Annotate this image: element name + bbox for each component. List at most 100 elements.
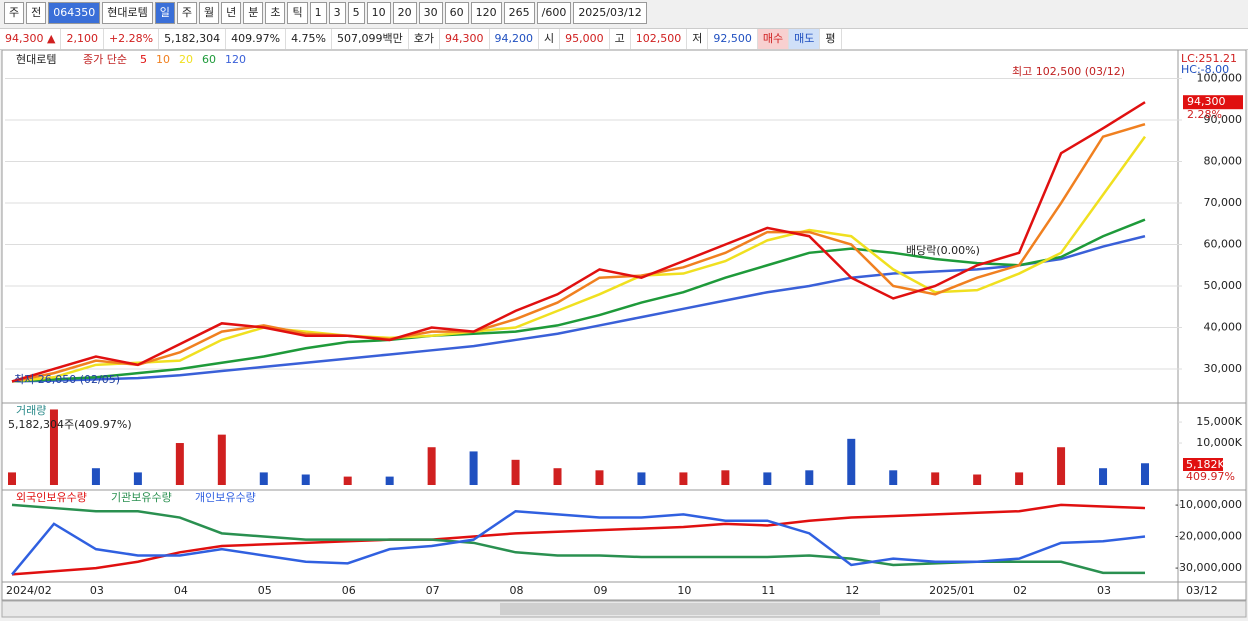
volume-bar [91, 468, 100, 485]
current-price: 94,300 [1187, 95, 1226, 108]
toolbar-button[interactable]: 현대로템 [102, 2, 153, 24]
toolbar-button[interactable]: 10 [366, 2, 391, 24]
volume-bar [385, 476, 394, 485]
toolbar-button[interactable]: 주 [4, 2, 25, 24]
volume-bar [553, 468, 562, 485]
toolbar-button[interactable]: 064350 [48, 2, 101, 24]
x-tick-label: 04 [174, 584, 188, 597]
info-field[interactable]: 92,500 [708, 29, 758, 49]
legend-item: 외국인보유수량 [16, 491, 87, 504]
volume-bar [805, 470, 814, 485]
volume-bar [1141, 463, 1149, 485]
volume-bar [175, 443, 184, 485]
toolbar-button[interactable]: 전 [26, 2, 47, 24]
y-tick-label: -30,000,000 [1175, 561, 1242, 574]
x-tick-label: 06 [342, 584, 356, 597]
volume-tag [1183, 458, 1223, 471]
series-line [11, 509, 1146, 576]
annotation: 최고 102,500 (03/12) [1012, 65, 1125, 78]
toolbar-button[interactable]: 265 [503, 2, 535, 24]
toolbar-button[interactable]: 초 [265, 2, 286, 24]
x-tick-label: 2024/02 [6, 584, 52, 597]
info-field[interactable]: 저 [687, 29, 709, 49]
toolbar-button[interactable]: 1 [309, 2, 327, 24]
legend-item: 10 [156, 53, 170, 66]
x-tick-label: 03 [1097, 584, 1111, 597]
legend-item: 20 [179, 53, 193, 66]
volume-bar [889, 470, 898, 485]
volume-current: 5,182K [1186, 458, 1225, 471]
info-field[interactable]: 95,000 [560, 29, 610, 49]
toolbar-button[interactable]: 20 [392, 2, 417, 24]
volume-bar [49, 409, 58, 485]
info-field[interactable]: 409.97% [226, 29, 287, 49]
info-field[interactable]: 94,300 ▲ [0, 29, 62, 49]
info-field[interactable]: 5,182,304 [159, 29, 227, 49]
change-rate: 2.28% [1187, 108, 1222, 121]
y-tick-label: -10,000,000 [1175, 498, 1242, 511]
volume-bar [1099, 468, 1108, 485]
toolbar-button[interactable]: 주 [176, 2, 197, 24]
y-tick-label: 100,000 [1197, 72, 1243, 85]
toolbar-button[interactable]: 5 [347, 2, 365, 24]
volume-bar [1057, 447, 1066, 485]
toolbar-button[interactable]: 월 [198, 2, 220, 24]
toolbar-button[interactable]: 60 [444, 2, 469, 24]
volume-bar [511, 459, 520, 485]
info-field[interactable]: 호가 [409, 29, 440, 49]
volume-bar [427, 447, 436, 485]
volume-bar [637, 472, 646, 485]
y-tick-label: 50,000 [1204, 279, 1243, 292]
y-tick-label: 10,000K [1196, 436, 1242, 449]
volume-bar [1015, 472, 1024, 485]
x-tick-label: 08 [510, 584, 524, 597]
volume-bar [847, 438, 856, 485]
toolbar-button[interactable]: 30 [418, 2, 443, 24]
info-field[interactable]: 102,500 [631, 29, 688, 49]
info-field[interactable]: 94,300 [440, 29, 490, 49]
toolbar-button[interactable]: 년 [221, 2, 242, 24]
annotation: 최저 26,050 (02/05) [14, 373, 120, 386]
toolbar-button[interactable]: 분 [243, 2, 264, 24]
y-tick-label: 90,000 [1204, 113, 1243, 126]
annotation: 배당락(0.00%) [906, 244, 980, 257]
y-tick-label: 80,000 [1204, 155, 1243, 168]
info-field[interactable]: 매수 [757, 29, 790, 49]
volume-ratio: 409.97% [1186, 470, 1235, 483]
legend-item: 기관보유수량 [111, 491, 172, 504]
info-field[interactable]: 507,099백만 [332, 29, 409, 49]
info-field[interactable]: 시 [539, 29, 561, 49]
volume-bar [931, 472, 940, 485]
toolbar-button[interactable]: /600 [536, 2, 572, 24]
toolbar-button[interactable]: 3 [328, 2, 346, 24]
volume-bar [8, 472, 16, 485]
toolbar-button[interactable]: 일 [154, 2, 175, 24]
info-field[interactable]: 평 [820, 29, 842, 49]
volume-bar [679, 472, 688, 485]
toolbar-button[interactable]: 120 [470, 2, 502, 24]
panel-info: 5,182,304주(409.97%) [8, 418, 132, 431]
series-line [11, 122, 1146, 383]
info-field[interactable]: 2,100 [61, 29, 104, 49]
info-field[interactable]: 고 [610, 29, 631, 49]
legend-item: 120 [225, 53, 246, 66]
x-tick-label: 03 [90, 584, 104, 597]
legend-item: 60 [202, 53, 216, 66]
scroll-thumb[interactable] [500, 603, 880, 615]
toolbar-button[interactable]: 2025/03/12 [573, 2, 647, 24]
x-tick-label: 2025/01 [929, 584, 975, 597]
info-field[interactable]: +2.28% [104, 29, 160, 49]
y-tick-label: 70,000 [1204, 196, 1243, 209]
x-tick-label: 11 [761, 584, 775, 597]
info-field[interactable]: 94,200 [490, 29, 539, 49]
x-tick-label: 03/12 [1186, 584, 1218, 597]
y-tick-label: -20,000,000 [1175, 530, 1242, 543]
panel-title: 거래량 [16, 404, 46, 417]
x-tick-label: 09 [593, 584, 607, 597]
info-field[interactable]: 매도 [789, 29, 821, 49]
info-bar: 94,300 ▲ 2,100 +2.28% 5,182,304 409.97% 4.75%… [0, 28, 1248, 50]
toolbar-button[interactable]: 틱 [287, 2, 308, 24]
info-field[interactable]: 4.75% [286, 29, 333, 49]
x-tick-label: 12 [845, 584, 859, 597]
